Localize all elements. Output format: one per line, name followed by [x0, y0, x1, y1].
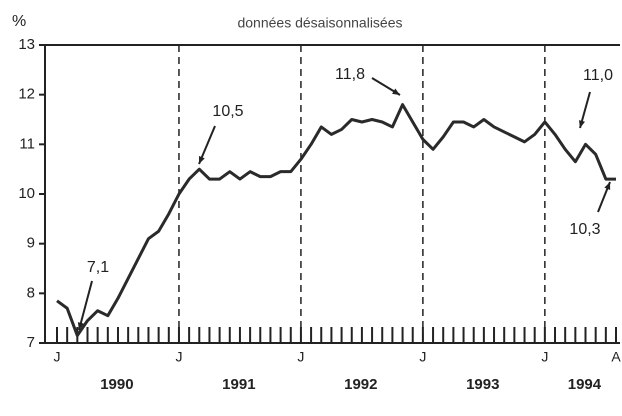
y-tick-label: 10 — [18, 185, 35, 202]
x-tick-label: J — [175, 349, 182, 365]
data-line — [56, 103, 616, 338]
arrow-head — [392, 88, 400, 95]
arrow-head — [77, 322, 84, 330]
chart-subtitle: données désaisonnalisées — [237, 15, 402, 31]
y-axis-label: % — [12, 13, 26, 30]
annotation: 11,8 — [335, 66, 365, 83]
y-tick-label: 8 — [27, 284, 35, 301]
year-label: 1994 — [568, 376, 602, 393]
year-label: 1993 — [466, 376, 499, 393]
year-label: 1990 — [100, 376, 133, 393]
x-tick-label: J — [54, 349, 61, 365]
x-tick-label: A — [611, 349, 621, 365]
year-label: 1992 — [344, 376, 377, 393]
annotation-arrow — [78, 280, 93, 331]
y-tick-label: 7 — [27, 334, 35, 351]
y-tick-label: 12 — [18, 86, 35, 103]
arrow-head — [604, 182, 611, 190]
y-tick-label: 9 — [27, 235, 35, 252]
x-tick-label: J — [419, 349, 426, 365]
y-tick-label: 11 — [19, 135, 35, 152]
arrow-head — [198, 156, 205, 164]
annotation: 10,5 — [212, 103, 243, 120]
annotation: 7,1 — [87, 259, 109, 276]
annotation: 10,3 — [569, 221, 600, 238]
arrow-head — [578, 120, 585, 128]
year-label: 1991 — [222, 376, 255, 393]
x-tick-label: J — [541, 349, 548, 365]
x-tick-label: J — [297, 349, 304, 365]
y-tick-label: 13 — [18, 36, 35, 53]
annotation: 11,0 — [583, 67, 613, 84]
